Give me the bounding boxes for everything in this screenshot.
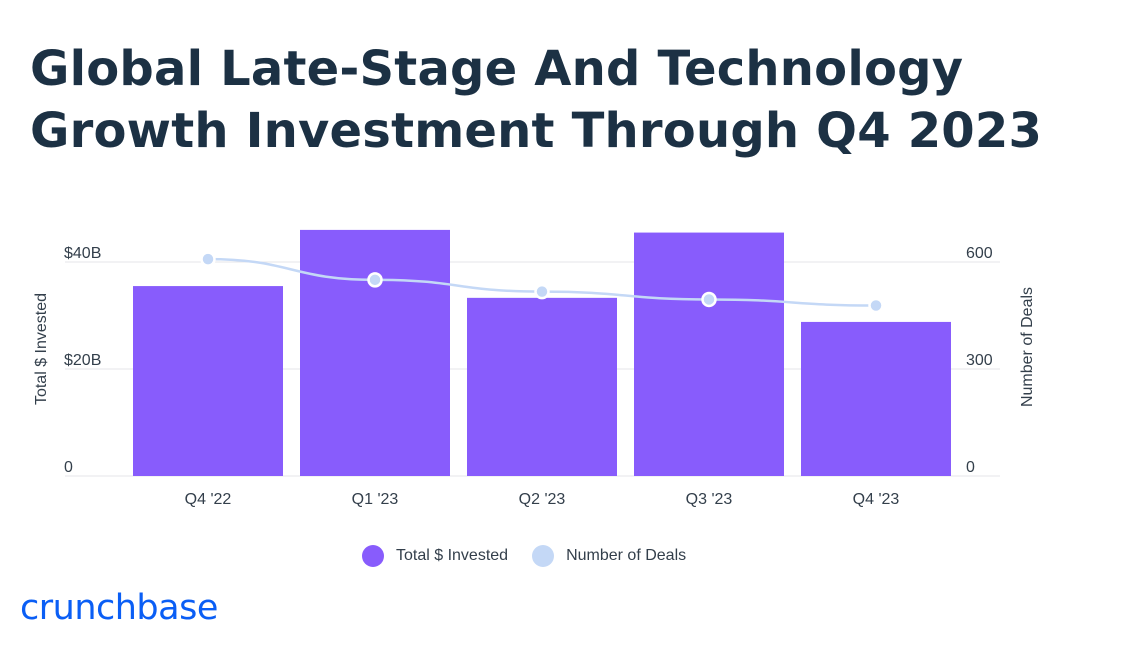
crunchbase-logo: crunchbase [20, 588, 218, 628]
y-right-tick-label: 300 [966, 352, 993, 369]
bar [467, 297, 617, 476]
legend-swatch-total-invested [362, 545, 384, 567]
x-tick-label: Q4 '22 [185, 491, 232, 508]
bar [133, 286, 283, 476]
legend-item-number-of-deals[interactable]: Number of Deals [532, 545, 686, 567]
chart-title: Global Late-Stage And Technology Growth … [30, 38, 1090, 162]
deals-point [534, 283, 550, 300]
legend-swatch-number-of-deals [532, 545, 555, 567]
legend-item-total-invested[interactable]: Total $ Invested [362, 545, 508, 567]
legend: Total $ Invested Number of Deals [362, 545, 710, 567]
y-right-tick-label: 600 [966, 245, 993, 262]
y-left-axis-title: Total $ Invested [33, 293, 50, 405]
deals-point [701, 291, 717, 308]
legend-label-total-invested: Total $ Invested [396, 547, 509, 564]
bar [634, 232, 784, 476]
axes: 0 0 $20B 300 $40B 600 Q4 '22 Q1 '23 Q2 '23 Q3 '23… [33, 245, 1036, 508]
bar [300, 229, 450, 476]
chart-title-line-1: Global Late-Stage And Technology [30, 41, 964, 97]
y-left-tick-label: $40B [64, 245, 101, 262]
y-left-tick-label: $20B [64, 352, 101, 369]
legend-label-number-of-deals: Number of Deals [566, 547, 687, 564]
y-right-axis-title: Number of Deals [1019, 287, 1036, 407]
x-tick-label: Q2 '23 [519, 491, 566, 508]
x-tick-label: Q1 '23 [352, 491, 399, 508]
bars [133, 229, 951, 476]
deals-line [200, 251, 884, 314]
combo-chart: 0 0 $20B 300 $40B 600 Q4 '22 Q1 '23 Q2 '23 Q3 '23… [33, 229, 1036, 508]
y-left-tick-label: 0 [64, 459, 73, 476]
deals-point [200, 251, 216, 267]
y-right-tick-label: 0 [966, 459, 975, 476]
deals-point [868, 297, 884, 314]
bar [801, 321, 951, 476]
x-tick-label: Q4 '23 [853, 491, 900, 508]
chart-title-line-2: Growth Investment Through Q4 2023 [30, 103, 1043, 159]
x-tick-label: Q3 '23 [686, 491, 733, 508]
deals-point [367, 272, 383, 288]
